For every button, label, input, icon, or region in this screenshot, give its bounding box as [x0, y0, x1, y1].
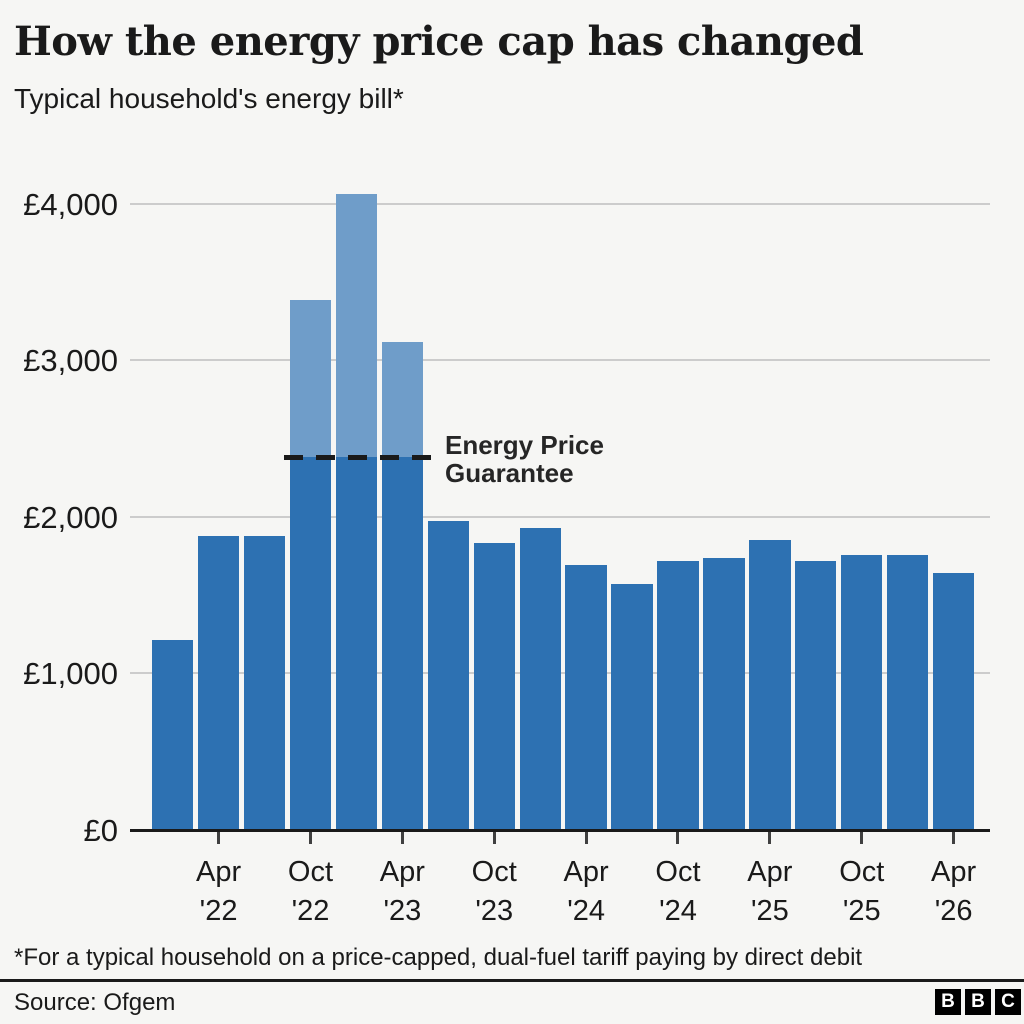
bar-bill [565, 565, 607, 830]
x-label-month: Apr [196, 856, 242, 888]
bar-bill [289, 457, 332, 830]
bbc-logo-letter: B [965, 989, 991, 1015]
x-label-month: Apr [747, 856, 793, 888]
x-axis-label: Oct '23 [429, 853, 559, 931]
x-axis-tick [584, 831, 588, 844]
x-label-year: '26 [934, 895, 973, 927]
x-label-month: Apr [379, 856, 425, 888]
bar-bill [611, 584, 653, 830]
x-label-month: Oct [839, 856, 885, 888]
x-label-month: Apr [931, 856, 977, 888]
bar-bill [197, 535, 240, 830]
x-axis-tick [952, 831, 956, 844]
x-label-month: Apr [563, 856, 609, 888]
bar-bill [473, 542, 515, 830]
x-label-year: '23 [383, 895, 422, 927]
bar-bill [427, 520, 469, 830]
bar-bill [795, 560, 837, 830]
x-axis-tick [768, 831, 772, 844]
bar-bill [703, 557, 745, 830]
x-axis-tick [676, 831, 680, 844]
x-label-year: '22 [291, 895, 330, 927]
x-axis-label: Apr '23 [337, 853, 467, 931]
chart-footnote: *For a typical household on a price-capp… [14, 944, 863, 971]
x-axis-label: Apr '26 [889, 853, 1019, 931]
bar-bill [841, 555, 883, 830]
bar-bill [243, 535, 286, 830]
epg-label-line2: Guarantee [445, 458, 574, 489]
y-axis-label: £1,000 [23, 656, 118, 692]
y-axis-label: £0 [83, 813, 118, 848]
bbc-logo-letter: C [995, 989, 1021, 1015]
gridline-3000 [130, 359, 990, 362]
bar-bill [381, 457, 423, 830]
epg-annotation-label: Energy Price Guarantee [445, 431, 604, 487]
bar-bill [749, 540, 791, 830]
x-axis-tick [492, 831, 496, 844]
gridline-2000 [130, 515, 990, 518]
chart-subtitle: Typical household's energy bill* [14, 83, 404, 114]
bar-bill [152, 639, 194, 830]
x-axis-label: Oct '25 [797, 853, 927, 931]
epg-dashed-line [283, 454, 438, 460]
x-axis-label: Oct '24 [613, 853, 743, 931]
x-label-year: '23 [475, 895, 514, 927]
bar-bill [519, 528, 561, 830]
x-label-year: '24 [567, 895, 605, 927]
x-axis-line [130, 829, 990, 832]
x-axis-label: Apr '24 [521, 853, 651, 931]
x-axis-tick [860, 831, 864, 844]
bar-bill [335, 457, 378, 830]
x-axis-label: Apr '25 [705, 853, 835, 931]
page-title: How the energy price cap has changed [14, 18, 864, 65]
x-axis-tick [308, 831, 312, 844]
bar-bill [887, 554, 929, 830]
x-label-year: '22 [199, 895, 238, 927]
gridline-4000 [130, 202, 990, 205]
x-label-month: Oct [287, 856, 334, 888]
x-axis-tick [400, 831, 404, 844]
x-axis-label: Apr '22 [154, 853, 284, 931]
x-axis-tick [217, 831, 221, 844]
x-label-month: Oct [471, 856, 517, 888]
x-label-year: '25 [842, 895, 881, 927]
x-axis-label: Oct '22 [245, 853, 375, 931]
x-label-month: Oct [655, 856, 701, 888]
y-axis-label: £2,000 [23, 499, 118, 535]
bar-bill [657, 561, 699, 830]
footer-divider [0, 979, 1024, 982]
y-axis-label: £4,000 [23, 186, 118, 222]
bar-bill [932, 572, 975, 830]
x-label-year: '24 [659, 895, 697, 927]
source-label: Source: Ofgem [14, 989, 176, 1016]
epg-label-line1: Energy Price [445, 430, 604, 461]
bbc-logo-letter: B [935, 989, 961, 1015]
x-label-year: '25 [750, 895, 789, 927]
y-axis-label: £3,000 [23, 343, 118, 379]
